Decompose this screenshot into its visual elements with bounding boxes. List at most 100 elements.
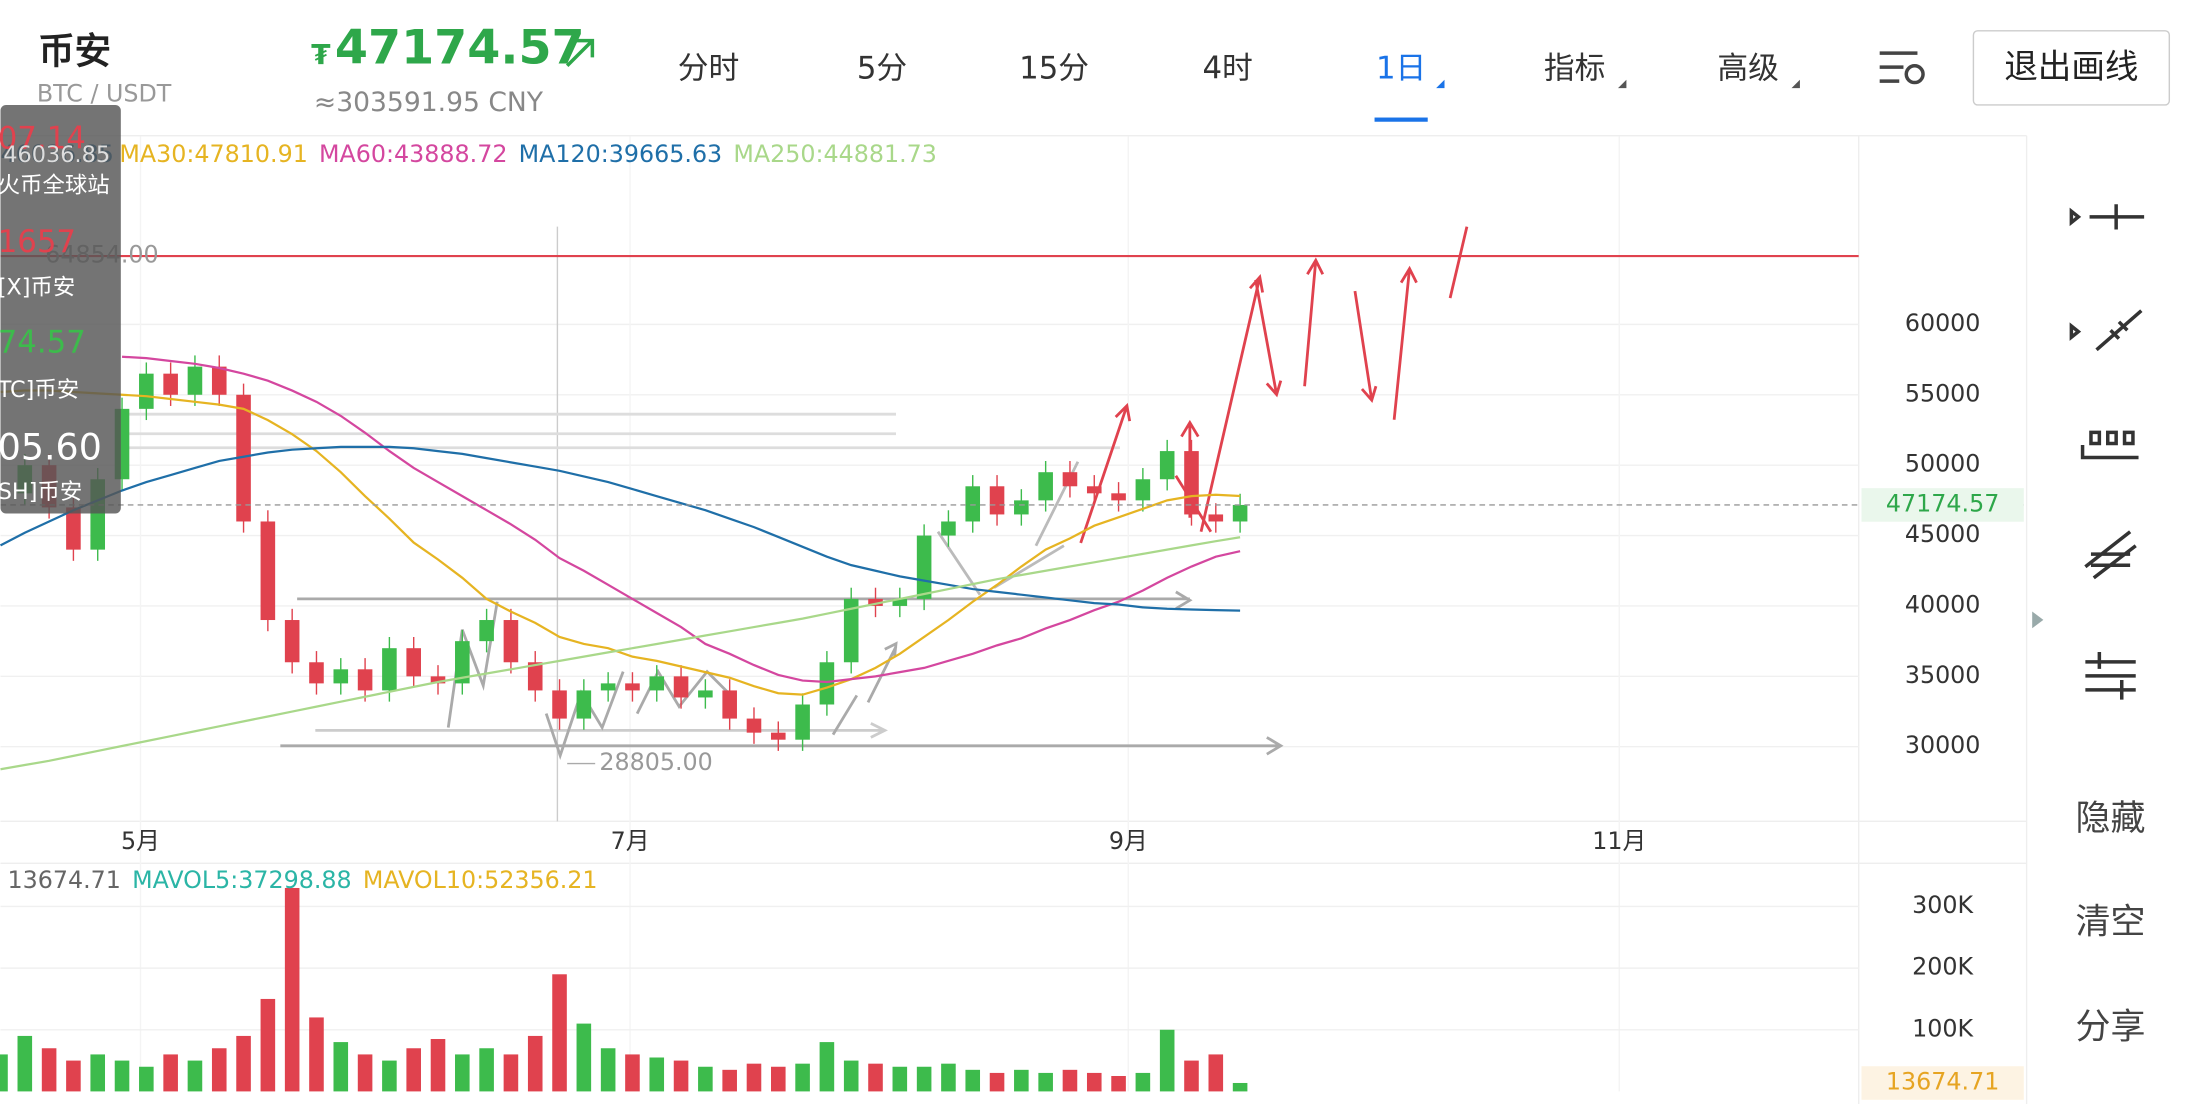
candle-body	[843, 598, 859, 663]
volume-bar	[1159, 1029, 1175, 1092]
dropdown-mark	[1618, 79, 1627, 89]
x-tick-label: 11月	[1592, 827, 1646, 855]
volume-bar	[357, 1054, 373, 1092]
volume-bar	[892, 1066, 908, 1092]
y-tick-label: 45000	[1905, 520, 1981, 548]
exchange-name: 币安	[38, 30, 111, 73]
candle-body	[333, 669, 349, 684]
dropdown-mark	[1791, 79, 1800, 89]
candle-body	[722, 690, 737, 719]
candle-body	[552, 690, 567, 719]
y-tick-label: 200K	[1912, 953, 1974, 981]
candle-body	[1014, 500, 1029, 515]
tab[interactable]: 分时	[678, 50, 740, 86]
candle-body	[892, 598, 908, 606]
x-tick-label: 5月	[121, 827, 160, 855]
tab[interactable]: 5分	[857, 50, 907, 86]
red-arrow	[1448, 226, 1469, 299]
toolbar	[2025, 135, 2145, 1104]
ma-legend: MA120:39665.63	[519, 140, 723, 168]
volume-bar	[1232, 1082, 1248, 1092]
candle-body	[1062, 472, 1078, 487]
tool-ray[interactable]	[2069, 309, 2143, 352]
y-tick-label: 35000	[1905, 661, 1981, 689]
last-price: 47174.57	[335, 20, 585, 75]
volume-legend: MAVOL5:37298.88	[132, 866, 352, 894]
volume-bar	[17, 1035, 33, 1092]
volume-bar	[1184, 1060, 1199, 1092]
volume-bar	[576, 1023, 592, 1092]
candle-body	[770, 732, 786, 740]
drawing	[280, 736, 1284, 756]
overlay-text: TC]币安	[0, 377, 79, 403]
candle-body	[309, 662, 324, 684]
candle-body	[673, 676, 689, 698]
candle-body	[139, 373, 154, 409]
low-label: 28805.00	[599, 748, 712, 776]
ma-line	[0, 445, 1241, 612]
candle-body	[819, 662, 835, 705]
volume-bar	[333, 1042, 349, 1092]
candle-body	[649, 676, 665, 691]
red-arrow	[1392, 265, 1418, 420]
pair: BTC / USDT	[37, 80, 172, 108]
volume-legend: MAVOL10:52356.21	[363, 866, 598, 894]
candle-body	[1208, 514, 1224, 522]
tool-channel[interactable]	[2084, 530, 2137, 580]
tab[interactable]: 指标	[1544, 50, 1606, 86]
tab[interactable]: 高级	[1717, 50, 1779, 86]
candle-body	[1159, 451, 1175, 480]
tab-active[interactable]: 1日	[1376, 50, 1426, 86]
red-arrow	[1353, 290, 1378, 404]
volume-bar	[916, 1066, 932, 1092]
y-tick-label: 50000	[1905, 450, 1981, 478]
menu-share[interactable]: 分享	[2076, 1007, 2146, 1047]
settings-icon[interactable]	[1879, 51, 1925, 85]
menu-clear[interactable]: 清空	[2076, 902, 2146, 942]
price-tag-label: 47174.57	[1886, 489, 1999, 517]
candle-body	[600, 683, 616, 691]
volume-bar	[843, 1060, 859, 1092]
overlay-panel	[0, 104, 121, 514]
tab[interactable]: 4时	[1202, 50, 1252, 86]
price-tag	[1861, 488, 2024, 522]
volume-bar	[66, 1060, 81, 1092]
volume-bar	[479, 1048, 494, 1092]
candle-body	[503, 620, 519, 663]
candle-body	[284, 620, 300, 663]
volume-bar	[552, 974, 567, 1092]
volume-bar	[673, 1060, 689, 1092]
overlay-text: 46036.85	[3, 142, 110, 168]
exit-button[interactable]	[1972, 30, 2171, 106]
overlay-text: [X]币安	[0, 275, 75, 301]
volume-bar	[649, 1057, 665, 1092]
volume-bar	[41, 1048, 57, 1092]
up-arrow-icon	[565, 38, 595, 68]
tab[interactable]: 15分	[1019, 50, 1089, 86]
volume-bar	[965, 1069, 981, 1092]
y-tick-label: 60000	[1905, 309, 1981, 337]
x-tick-label: 7月	[611, 827, 650, 855]
drawing	[297, 590, 1193, 610]
volume-bar	[114, 1060, 130, 1092]
volume-bar	[382, 1060, 397, 1092]
tool-ruler[interactable]	[2080, 430, 2139, 460]
candle-body	[916, 535, 932, 599]
candle-body	[965, 486, 981, 522]
candle-body	[430, 676, 446, 684]
volume-bar	[1111, 1075, 1126, 1092]
volume-bar	[527, 1035, 543, 1092]
volume-bar	[236, 1035, 251, 1092]
collapse-toggle[interactable]	[2032, 611, 2044, 629]
volume-bar	[1062, 1069, 1078, 1092]
volume-bar	[187, 1060, 203, 1092]
tool-fib[interactable]	[2085, 652, 2136, 700]
candle-body	[941, 521, 956, 536]
overlay-text: SH]币安	[0, 479, 82, 505]
tool-line[interactable]	[2069, 204, 2145, 230]
ma-legend: MA30:47810.91	[119, 140, 307, 168]
volume-bar	[746, 1063, 762, 1092]
menu-hide[interactable]: 隐藏	[2076, 799, 2146, 839]
drawing	[936, 461, 1080, 596]
volume-bar	[1208, 1054, 1224, 1092]
